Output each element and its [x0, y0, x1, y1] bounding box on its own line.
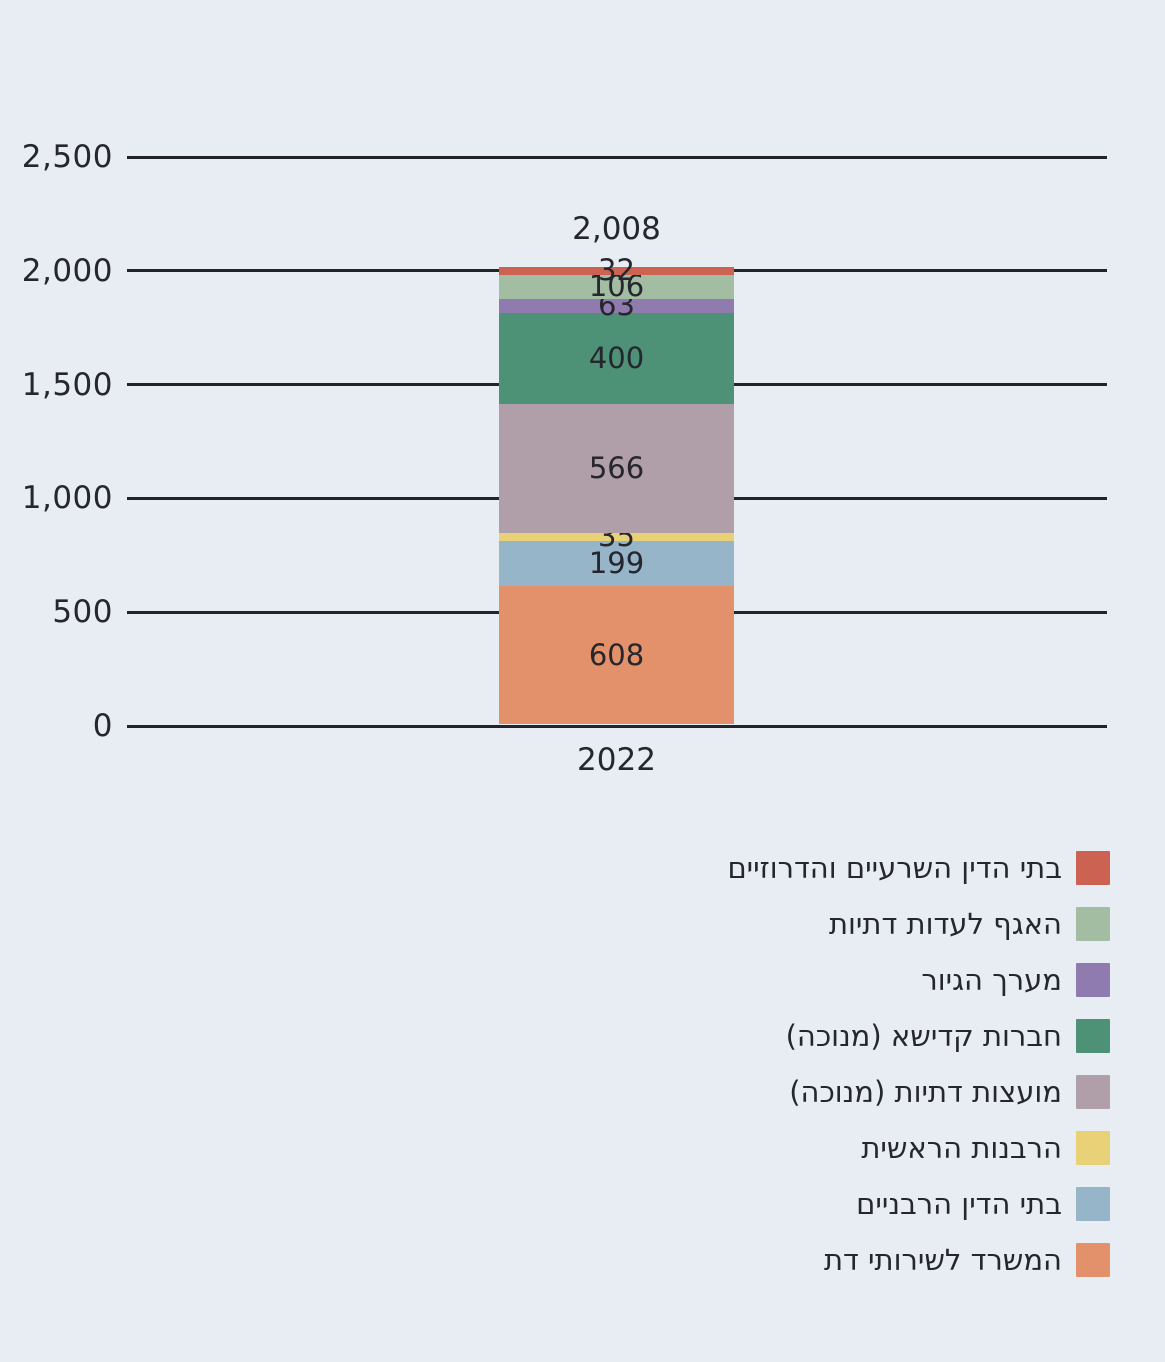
- legend-item: חברות קדישא (מנוכה): [727, 1008, 1110, 1064]
- bar-segment-value: 400: [588, 341, 645, 375]
- bar-segment-5: 400: [499, 312, 734, 405]
- gridline-2500: [127, 155, 1107, 159]
- legend-item: המשרד לשירותי דת: [727, 1232, 1110, 1288]
- legend-swatch: [1076, 1019, 1110, 1053]
- legend-label: חברות קדישא (מנוכה): [785, 1019, 1062, 1053]
- bar-segment-value: 608: [588, 637, 645, 672]
- y-tick-label: 2,500: [21, 139, 113, 175]
- bar-segment-value: 199: [588, 545, 645, 580]
- y-tick-label: 0: [92, 708, 113, 744]
- legend-swatch: [1076, 1131, 1110, 1165]
- bar-segment-3: 35: [499, 522, 734, 551]
- legend-item: מועצות דתיות (מנוכה): [727, 1064, 1110, 1120]
- legend-label: המשרד לשירותי דת: [823, 1243, 1062, 1277]
- legend-label: בתי הדין השרעיים והדרוזיים: [727, 851, 1062, 885]
- legend-item: האגף לעדות דתיות: [727, 896, 1110, 952]
- y-tick-label: 500: [52, 594, 113, 631]
- y-tick-label: 1,500: [21, 366, 113, 403]
- legend-label: האגף לעדות דתיות: [828, 907, 1062, 941]
- bar-segment-8: 32: [499, 256, 734, 285]
- bar-segment-value: 32: [598, 253, 635, 288]
- x-tick-label: 2022: [577, 742, 656, 778]
- bar-segment-2: 199: [499, 540, 734, 587]
- gridline-0: [127, 724, 1107, 728]
- legend-label: בתי הדין הרבניים: [856, 1187, 1062, 1221]
- legend-swatch: [1076, 1075, 1110, 1109]
- bar-segment-value: 106: [588, 269, 645, 304]
- legend-label: הרבנות הראשית: [861, 1131, 1062, 1165]
- legend-item: הרבנות הראשית: [727, 1120, 1110, 1176]
- legend-item: בתי הדין הרבניים: [727, 1176, 1110, 1232]
- legend-swatch: [1076, 907, 1110, 941]
- bar-segment-1: 608: [499, 586, 734, 725]
- legend: בתי הדין השרעיים והדרוזיים האגף לעדות דתי…: [727, 840, 1110, 1288]
- y-tick-label: 1,000: [21, 480, 113, 517]
- legend-label: מערך הגיור: [921, 963, 1062, 997]
- bar-segment-value: 566: [588, 450, 645, 485]
- legend-label: מועצות דתיות (מנוכה): [789, 1075, 1062, 1109]
- legend-item: מערך הגיור: [727, 952, 1110, 1008]
- legend-swatch: [1076, 1243, 1110, 1277]
- bar-segment-7: 106: [499, 269, 734, 304]
- bar-segment-4: 566: [499, 404, 734, 533]
- legend-swatch: [1076, 1187, 1110, 1221]
- bar-total-label: 2,008: [572, 211, 661, 248]
- y-tick-label: 2,000: [21, 252, 113, 289]
- legend-swatch: [1076, 963, 1110, 997]
- legend-swatch: [1076, 851, 1110, 885]
- legend-item: בתי הדין השרעיים והדרוזיים: [727, 840, 1110, 896]
